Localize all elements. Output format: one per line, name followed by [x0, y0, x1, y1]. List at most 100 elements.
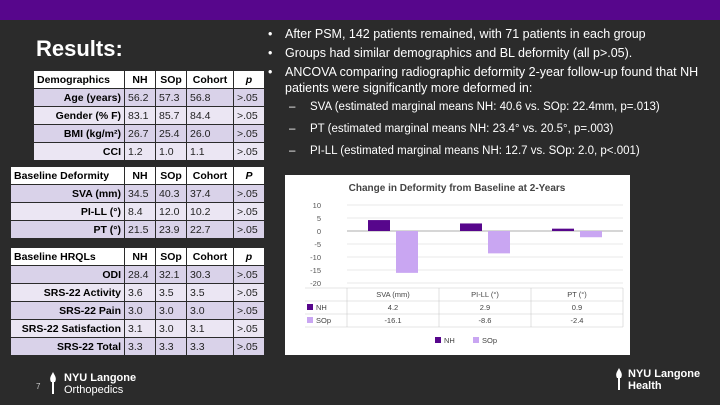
value-cell: 3.1 [124, 319, 156, 338]
bar-sop [488, 231, 510, 254]
value-cell: 21.5 [124, 220, 156, 239]
value-cell: 32.1 [155, 265, 187, 284]
y-tick-label: -15 [310, 266, 321, 275]
value-cell: 3.5 [186, 283, 234, 302]
value-cell: 26.7 [124, 124, 156, 143]
row-label-cell: SRS-22 Satisfaction [10, 319, 125, 338]
top-accent-bar [0, 0, 720, 20]
row-label-cell: Gender (% F) [33, 106, 125, 125]
value-cell: 26.0 [186, 124, 234, 143]
x-category-label: SVA (mm) [376, 290, 410, 299]
dash-icon: – [289, 145, 296, 157]
dash-icon: – [289, 123, 296, 135]
data-table-value: -16.1 [384, 316, 401, 325]
data-table-value: 4.2 [388, 303, 398, 312]
footer-brand-right: NYU Langone Health [628, 368, 700, 392]
value-cell: 83.1 [124, 106, 156, 125]
footer-right-line1: NYU Langone [628, 368, 701, 380]
bullet-item: • Groups had similar demographics and BL … [265, 45, 715, 61]
bullet-text: ANCOVA comparing radiographic deformity … [285, 65, 699, 95]
demographics-table: Demographics NH SOp Cohort p Age (years) 56.2 5… [33, 70, 265, 161]
deformity-change-chart: Change in Deformity from Baseline at 2-Y… [285, 175, 630, 355]
value-cell: 1.0 [155, 142, 187, 161]
sub-bullet-item: – PT (estimated marginal means NH: 23.4° … [265, 121, 715, 137]
value-cell: 34.5 [124, 184, 156, 203]
value-cell: >.05 [233, 106, 265, 125]
value-cell: >.05 [233, 220, 265, 239]
table-header-cell: NH [124, 247, 156, 266]
value-cell: >.05 [233, 124, 265, 143]
data-table-value: -8.6 [479, 316, 492, 325]
table-header-cell: SOp [155, 247, 187, 266]
sub-bullet-text: PT (estimated marginal means NH: 23.4° v… [310, 123, 614, 135]
row-label-cell: SVA (mm) [10, 184, 125, 203]
value-cell: 3.0 [155, 319, 187, 338]
row-label-cell: SRS-22 Pain [10, 301, 125, 320]
table-row: BMI (kg/m²) 26.7 25.4 26.0 >.05 [33, 124, 265, 143]
value-cell: 22.7 [186, 220, 234, 239]
value-cell: 30.3 [186, 265, 234, 284]
baseline-hrqls-table: Baseline HRQLs NH SOp Cohort p ODI 28.4 32.1 30.… [10, 247, 265, 356]
bar-nh [368, 220, 390, 231]
table-row: SRS-22 Activity 3.6 3.5 3.5 >.05 [10, 283, 265, 302]
value-cell: 40.3 [155, 184, 187, 203]
value-cell: 25.4 [155, 124, 187, 143]
footer-brand-left: NYU Langone Orthopedics [64, 372, 136, 396]
table-row: SRS-22 Satisfaction 3.1 3.0 3.1 >.05 [10, 319, 265, 338]
chart-canvas: Change in Deformity from Baseline at 2-Y… [305, 183, 624, 345]
table-header-cell: Cohort [186, 166, 234, 185]
value-cell: 85.7 [155, 106, 187, 125]
y-tick-label: 5 [317, 214, 321, 223]
page-title: Results: [36, 36, 123, 61]
value-cell: 37.4 [186, 184, 234, 203]
y-tick-label: 0 [317, 227, 321, 236]
row-label-cell: PI-LL (°) [10, 202, 125, 221]
table-row: SRS-22 Pain 3.0 3.0 3.0 >.05 [10, 301, 265, 320]
table-header-cell: NH [124, 166, 156, 185]
y-tick-label: -5 [314, 240, 321, 249]
bullet-item: • ANCOVA comparing radiographic deformity… [265, 64, 715, 96]
value-cell: 1.1 [186, 142, 234, 161]
value-cell: >.05 [233, 265, 265, 284]
row-label-cell: PT (°) [10, 220, 125, 239]
value-cell: 12.0 [155, 202, 187, 221]
value-cell: 56.2 [124, 88, 156, 107]
legend-swatch [307, 317, 313, 323]
bar-nh [552, 228, 574, 231]
bullet-dot-icon: • [268, 27, 273, 41]
table-header-row: Baseline HRQLs NH SOp Cohort p [10, 247, 265, 266]
table-header-cell: Baseline Deformity [10, 166, 125, 185]
table-header-row: Demographics NH SOp Cohort p [33, 70, 265, 89]
table-header-cell: Demographics [33, 70, 125, 89]
baseline-deformity-table: Baseline Deformity NH SOp Cohort P SVA (mm) 34… [10, 166, 265, 239]
table-header-cell: SOp [155, 166, 187, 185]
row-label-cell: SRS-22 Total [10, 337, 125, 356]
sub-bullet-item: – PI-LL (estimated marginal means NH: 12.… [265, 143, 715, 159]
bullet-dot-icon: • [268, 65, 273, 79]
table-header-cell: Baseline HRQLs [10, 247, 125, 266]
y-tick-label: 10 [313, 201, 321, 210]
value-cell: 8.4 [124, 202, 156, 221]
table-header-cell: P [233, 166, 265, 185]
value-cell: >.05 [233, 184, 265, 203]
value-cell: 3.3 [186, 337, 234, 356]
sub-bullet-item: – SVA (estimated marginal means NH: 40.6 … [265, 99, 715, 115]
bullet-text: Groups had similar demographics and BL d… [285, 46, 633, 60]
value-cell: 3.3 [124, 337, 156, 356]
nyu-torch-logo-icon [48, 372, 58, 394]
bullet-dot-icon: • [268, 46, 273, 60]
legend-label: SOp [482, 336, 497, 345]
value-cell: 56.8 [186, 88, 234, 107]
value-cell: 3.1 [186, 319, 234, 338]
footer-left-line1: NYU Langone [64, 372, 137, 384]
table-header-cell: SOp [155, 70, 187, 89]
data-table-value: 2.9 [480, 303, 490, 312]
table-row: PT (°) 21.5 23.9 22.7 >.05 [10, 220, 265, 239]
row-label-cell: SRS-22 Activity [10, 283, 125, 302]
value-cell: 23.9 [155, 220, 187, 239]
slide-number: 7 [36, 382, 41, 391]
table-header-cell: Cohort [186, 70, 234, 89]
value-cell: 84.4 [186, 106, 234, 125]
value-cell: 3.0 [155, 301, 187, 320]
table-row: SVA (mm) 34.5 40.3 37.4 >.05 [10, 184, 265, 203]
